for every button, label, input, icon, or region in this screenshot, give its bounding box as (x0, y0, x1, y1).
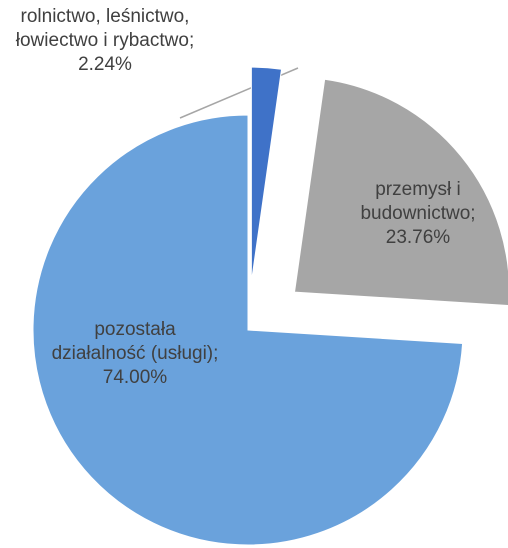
data-label: przemysł i budownictwo; 23.76% (333, 178, 503, 250)
label-separator: ; (213, 343, 219, 364)
value-label: 74.00% (102, 367, 168, 388)
label-separator: ; (188, 30, 195, 51)
pie-slice (32, 114, 464, 546)
value-label: 2.24% (78, 54, 132, 75)
category-name: przemysł i budownictwo (360, 179, 471, 224)
pie-slice (250, 66, 283, 283)
category-name: pozostała działalność (usługi) (51, 319, 214, 364)
label-separator: ; (470, 203, 476, 224)
data-label: rolnictwo, leśnictwo, łowiectwo i rybact… (15, 5, 195, 77)
value-label: 23.76% (385, 227, 451, 248)
data-label: pozostała działalność (usługi); 74.00% (45, 318, 225, 390)
category-name: rolnictwo, leśnictwo, łowiectwo i rybact… (15, 6, 190, 51)
pie-slice (293, 78, 508, 307)
